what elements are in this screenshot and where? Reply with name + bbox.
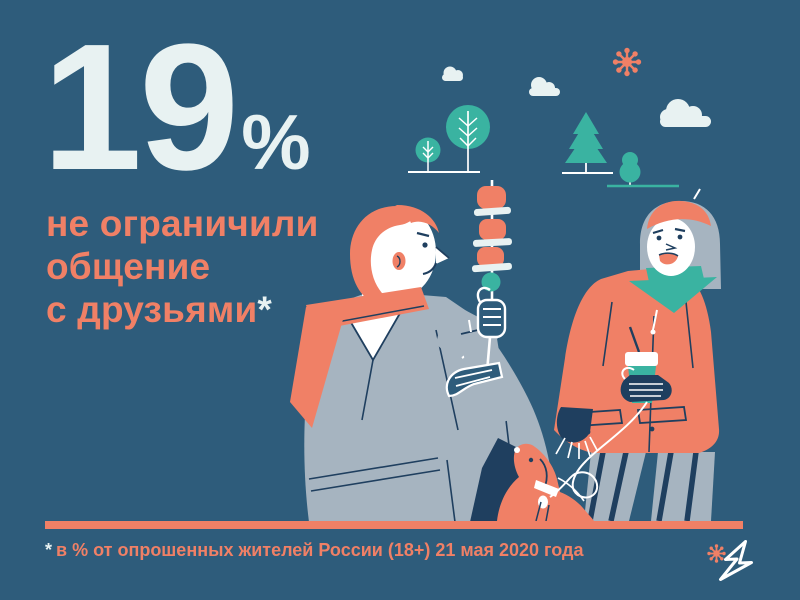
woman-head <box>647 188 711 276</box>
bush-tree <box>607 152 679 188</box>
headline-line-2: общение <box>46 246 211 287</box>
pine-tree <box>562 112 613 174</box>
baseline-rule <box>45 521 743 529</box>
footnote: * в % от опрошенных жителей России (18+) … <box>45 540 583 561</box>
man-head <box>350 204 450 305</box>
dog-eye <box>528 457 534 463</box>
man-scarf <box>290 287 429 428</box>
dog-collar <box>534 480 559 497</box>
virus-icon <box>612 47 642 77</box>
logo-speech-bubble-icon <box>719 540 753 581</box>
woman-hand-open <box>555 407 598 459</box>
dog-nose <box>514 447 520 453</box>
beret <box>647 200 711 229</box>
woman-legs <box>584 451 715 522</box>
man-hair <box>350 206 417 305</box>
woman-hand-cup <box>620 366 672 402</box>
stat-value: 19 <box>42 7 239 208</box>
logo-virus-icon <box>707 544 726 563</box>
man-coat-seams <box>308 329 519 523</box>
cloud-medium <box>529 77 560 96</box>
woman-with-coffee <box>554 188 721 522</box>
headline-asterisk: * <box>257 289 272 330</box>
headline: не ограничили общение с друзьями* <box>46 202 319 331</box>
headline-line-3: с друзьями* <box>46 289 272 330</box>
stat: 19 % <box>42 18 311 198</box>
round-trees <box>408 105 490 173</box>
footnote-text: в % от опрошенных жителей России (18+) 2… <box>56 540 584 560</box>
man-hand-bag <box>445 361 504 398</box>
cloud-large <box>660 99 711 127</box>
stat-unit: % <box>241 98 311 186</box>
headline-line-1: не ограничили <box>46 203 319 244</box>
dachshund-dog <box>497 443 594 522</box>
skewer <box>471 180 512 302</box>
footnote-asterisk: * <box>45 540 53 560</box>
logo <box>707 540 753 581</box>
cloud-small <box>442 66 463 81</box>
dog-leash <box>549 401 648 499</box>
